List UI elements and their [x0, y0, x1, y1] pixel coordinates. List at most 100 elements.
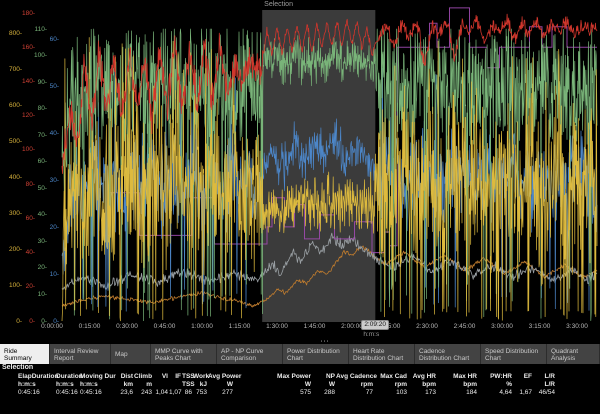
summary-value-if: 1,07: [169, 389, 182, 396]
summary-unit-max-power: W: [304, 381, 311, 388]
tab-mmp-curve-with-peaks-chart[interactable]: MMP Curve with Peaks Chart: [151, 344, 217, 364]
tab-ap-np-curve-comparison[interactable]: AP - NP Curve Comparison: [217, 344, 283, 364]
summary-unit-climb: m: [146, 381, 152, 388]
x-tick: 2:30:00: [416, 323, 438, 330]
summary-label-work: Work: [193, 373, 210, 380]
summary-value-max-hr: 184: [466, 389, 477, 396]
summary-label-pw-hr: PW:HR: [490, 373, 512, 380]
summary-value-moving-dur: 0:45:16: [80, 389, 102, 396]
summary-label-max-hr: Max HR: [453, 373, 477, 380]
summary-label-dist: Dist: [120, 373, 133, 380]
summary-unit-avg-power: W: [226, 381, 233, 388]
summary-value-ef: 1,67: [519, 389, 532, 396]
x-tick: 0:00:00: [41, 323, 63, 330]
y-tick-cadence: 110: [27, 26, 47, 33]
y-tick-speed: 50: [39, 83, 59, 90]
summary-unit-duration: h:m:s: [56, 381, 74, 388]
x-tick: 1:30:00: [266, 323, 288, 330]
x-tick: 3:30:00: [566, 323, 588, 330]
summary-unit-avg-hr: bpm: [422, 381, 436, 388]
summary-value-climb: 243: [141, 389, 152, 396]
summary-unit-dist: km: [123, 381, 133, 388]
selection-region-label: Selection: [264, 1, 293, 8]
tab-interval-review-report[interactable]: Interval Review Report: [50, 344, 111, 364]
tab-cadence-distribution-chart[interactable]: Cadence Distribution Chart: [415, 344, 481, 364]
splitter-handle-icon[interactable]: ⋯: [320, 336, 330, 346]
summary-unit-if: [169, 381, 182, 389]
summary-label-avg-cadence: Avg Cadence: [336, 373, 377, 380]
summary-row-label: ElapDuration Duration Moving Dur Dist Climb V…: [18, 373, 556, 381]
y-tick-speed: 30: [39, 177, 59, 184]
y-tick-heartrate: 180: [15, 10, 35, 17]
summary-label-elapduration: ElapDuration: [18, 373, 59, 380]
y-tick-heartrate: 40: [15, 249, 35, 256]
x-tick: 2:45:00: [453, 323, 476, 330]
tab-speed-distribution-chart[interactable]: Speed Distribution Chart: [481, 344, 547, 364]
tab-map[interactable]: Map: [111, 344, 151, 364]
y-tick-heartrate: 160: [15, 44, 35, 51]
series-cadence: [61, 28, 598, 322]
summary-value-l-r: 46/54: [538, 389, 555, 396]
cursor-time-label: 2:09:20: [361, 320, 389, 330]
series-power: [61, 37, 598, 322]
summary-value-max-power: 575: [300, 389, 311, 396]
summary-label-if: IF: [175, 373, 181, 380]
summary-unit-pw-hr: %: [506, 381, 512, 388]
y-tick-speed: 0: [39, 318, 59, 325]
summary-label-avg-power: Avg Power: [208, 373, 242, 380]
x-tick: 0:15:00: [78, 323, 101, 330]
summary-value-tss: 86: [184, 389, 192, 396]
summary-label-moving-dur: Moving Dur: [80, 373, 116, 380]
x-tick: 3:00:00: [491, 323, 513, 330]
summary-unit-max-hr: bpm: [463, 381, 477, 388]
summary-value-duration: 0:45:16: [56, 389, 78, 396]
summary-value-pw-hr: 4,64: [499, 389, 512, 396]
summary-row-value: 0:45:16 0:45:16 0:45:16 23,6 243 1,04 1,07 86 75…: [18, 389, 556, 397]
y-tick-cadence: 60: [27, 158, 47, 165]
summary-unit-elapduration: h:m:s: [18, 381, 36, 388]
summary-unit-work: kJ: [199, 381, 207, 388]
x-tick: 3:15:00: [528, 323, 551, 330]
chart-plot[interactable]: [0, 0, 600, 346]
summary-label-np: NP: [325, 373, 335, 380]
y-tick-power: 600: [2, 102, 22, 109]
series-altitude: [61, 245, 598, 308]
y-tick-power: 800: [2, 30, 22, 37]
selection-panel-title: Selection: [2, 364, 34, 371]
x-tick: 2:15:00: [378, 323, 401, 330]
x-tick: 1:15:00: [228, 323, 251, 330]
y-tick-heartrate: 120: [15, 112, 35, 119]
summary-value-avg-cadence: 77: [365, 389, 373, 396]
tab-quadrant-analysis[interactable]: Quadrant Analysis: [547, 344, 600, 364]
summary-label-l-r: L/R: [544, 373, 555, 380]
ride-plot-area[interactable]: 8007006005004003002001000180160140120100…: [0, 0, 600, 346]
y-tick-heartrate: 60: [15, 215, 35, 222]
y-tick-power: 300: [2, 210, 22, 217]
y-tick-speed: 40: [39, 130, 59, 137]
summary-label-climb: Climb: [134, 373, 153, 380]
y-tick-power: 500: [2, 138, 22, 145]
summary-value-vi: 1,04: [155, 389, 168, 396]
y-tick-heartrate: 20: [15, 283, 35, 290]
summary-value-avg-power: 277: [222, 389, 233, 396]
summary-unit-tss: TSS: [182, 381, 195, 388]
summary-unit-l-r: L/R: [544, 381, 555, 388]
x-tick: 1:00:00: [191, 323, 213, 330]
y-tick-cadence: 10: [27, 291, 47, 298]
tab-bar: Ride Summary Interval Review Report Map MMP…: [0, 344, 600, 364]
summary-value-max-cad: 103: [396, 389, 407, 396]
selection-table: ElapDuration Duration Moving Dur Dist Climb V…: [18, 373, 556, 397]
y-tick-cadence: 100: [27, 52, 47, 59]
y-tick-cadence: 30: [27, 238, 47, 245]
y-tick-speed: 20: [39, 224, 59, 231]
summary-unit-np: W: [328, 381, 335, 388]
summary-value-elapduration: 0:45:16: [18, 389, 40, 396]
tab-ride-summary[interactable]: Ride Summary: [0, 344, 50, 364]
x-axis-title: h:m:s: [363, 331, 380, 338]
summary-unit-moving-dur: h:m:s: [80, 381, 98, 388]
selection-summary-panel: Selection ElapDuration Duration Moving Dur…: [0, 364, 600, 414]
tab-power-distribution-chart[interactable]: Power Distribution Chart: [283, 344, 349, 364]
tab-heart-rate-distribution-chart[interactable]: Heart Rate Distribution Chart: [349, 344, 415, 364]
summary-value-avg-hr: 173: [425, 389, 436, 396]
y-tick-cadence: 40: [27, 211, 47, 218]
